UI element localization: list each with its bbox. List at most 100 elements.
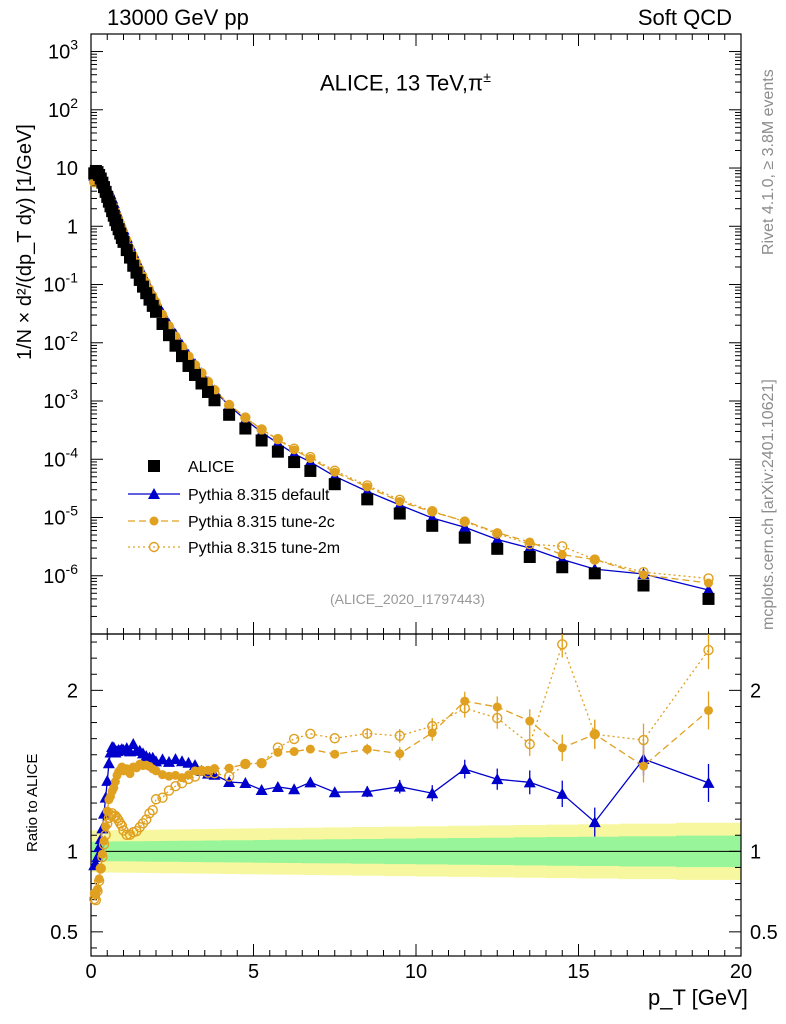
y-tick-label: 10-2 xyxy=(43,328,78,355)
ratio-point xyxy=(150,794,162,805)
ratio-point xyxy=(288,733,300,745)
data-point xyxy=(639,570,648,580)
plot-title-text: ALICE, 13 TeV, xyxy=(320,70,468,96)
ratio-point xyxy=(239,777,252,789)
data-point xyxy=(588,567,601,580)
ratio-point xyxy=(156,753,169,765)
y-tick-label: 10-3 xyxy=(43,386,78,413)
ratio-tick-label-right: 2 xyxy=(750,680,761,702)
rivet-version: Rivet 4.1.0, ≥ 3.8M events xyxy=(760,69,777,255)
legend: ALICE Pythia 8.315 default Pythia 8.315 tu… xyxy=(128,459,340,557)
ratio-point xyxy=(121,829,132,841)
data-point xyxy=(288,443,300,454)
data-point xyxy=(394,494,405,506)
plot-title: ALICE, 13 TeV,π± xyxy=(320,69,491,96)
data-point xyxy=(156,317,169,330)
ratio-point xyxy=(223,771,235,782)
legend-marker xyxy=(148,460,160,472)
data-point xyxy=(525,537,535,547)
ratio-point xyxy=(97,849,107,859)
data-point xyxy=(362,480,373,491)
ratio-tick-label-left: 0.5 xyxy=(50,922,78,944)
data-point xyxy=(702,583,715,595)
ratio-point xyxy=(196,765,207,777)
ratio-point xyxy=(97,851,108,863)
legend-marker xyxy=(148,488,160,499)
x-tick-label: 15 xyxy=(567,961,589,983)
data-point xyxy=(491,533,504,545)
ratio-point xyxy=(189,771,201,782)
data-point xyxy=(524,538,535,550)
x-tick-label: 20 xyxy=(730,961,752,983)
data-point xyxy=(637,579,650,592)
data-point xyxy=(557,550,567,560)
data-point xyxy=(239,422,252,435)
mcplots-credit: mcplots.cern.ch [arXiv:2401.10621] xyxy=(760,379,777,630)
data-point xyxy=(329,465,340,476)
ratio-point xyxy=(101,774,114,786)
ratio-point xyxy=(271,780,284,792)
ratio-point xyxy=(93,875,105,887)
ratio-point xyxy=(255,784,268,796)
data-point xyxy=(491,542,504,555)
ratio-point xyxy=(272,742,284,753)
ratio-axis-label: Ratio to ALICE xyxy=(24,753,41,852)
data-point xyxy=(523,541,536,553)
ratio-point xyxy=(224,763,234,773)
header-left: 13000 GeV pp xyxy=(107,5,249,30)
legend-label: Pythia 8.315 tune-2m xyxy=(188,540,340,557)
ratio-point xyxy=(329,733,340,744)
data-point xyxy=(328,478,341,491)
data-point xyxy=(393,507,406,520)
ratio-point xyxy=(95,863,106,874)
ratio-point xyxy=(169,753,182,765)
y-tick-label: 102 xyxy=(48,95,78,122)
data-point xyxy=(150,305,162,318)
data-point xyxy=(557,541,568,552)
y-axis-label: 1/N × d²/(dp_T dy) [1/GeV] xyxy=(14,124,36,360)
ratio-point xyxy=(144,808,155,819)
y-tick-label: 1 xyxy=(67,216,78,238)
ratio-point xyxy=(96,863,106,873)
legend-entry-2: Pythia 8.315 tune-2c xyxy=(128,514,335,531)
ratio-point xyxy=(102,757,115,769)
ratio-point xyxy=(330,749,340,759)
ratio-point xyxy=(147,804,158,816)
y-tick-label: 10-6 xyxy=(43,561,78,588)
ratio-point xyxy=(288,783,301,795)
ratio-point xyxy=(183,773,194,785)
data-point xyxy=(169,339,182,352)
plot-title-superscript: ± xyxy=(483,69,491,85)
ratio-point xyxy=(151,766,161,776)
data-point xyxy=(427,507,437,517)
x-tick-label: 10 xyxy=(405,961,427,983)
ratio-point xyxy=(202,767,214,778)
data-point xyxy=(523,550,536,563)
legend-entry-1: Pythia 8.315 default xyxy=(128,487,330,504)
ratio-point xyxy=(92,885,103,897)
ratio-point xyxy=(209,767,220,779)
ratio-point xyxy=(170,781,181,792)
ratio-point xyxy=(98,839,110,850)
ratio-point xyxy=(157,792,168,803)
ratio-point xyxy=(141,814,152,825)
data-point xyxy=(240,412,251,423)
data-point xyxy=(492,528,503,539)
legend-label: Pythia 8.315 tune-2c xyxy=(188,514,335,531)
data-point xyxy=(590,555,600,565)
ratio-uncertainty-bands xyxy=(91,822,741,880)
data-point xyxy=(271,445,284,458)
ratio-point xyxy=(100,829,111,841)
data-point xyxy=(256,424,267,435)
analysis-id: (ALICE_2020_I1797443) xyxy=(330,591,485,607)
ratio-point xyxy=(182,756,195,768)
data-point xyxy=(182,359,195,372)
ratio-point xyxy=(305,728,316,739)
ratio-point xyxy=(93,841,106,853)
x-tick-label: 0 xyxy=(85,961,96,983)
ratio-tick-label-right: 1 xyxy=(750,841,761,863)
data-point xyxy=(223,408,236,421)
ratio-point xyxy=(304,776,317,788)
data-point xyxy=(556,561,569,574)
